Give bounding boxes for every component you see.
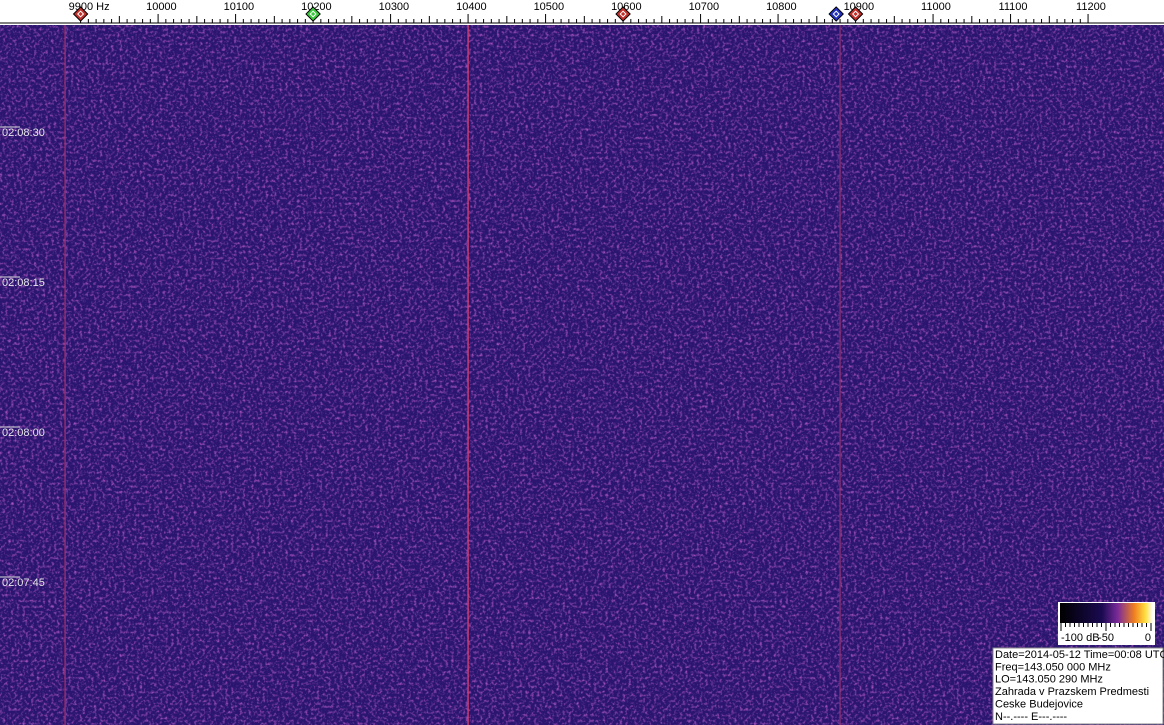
x-tick-label: 11000 [921,1,951,13]
x-tick-label: 10800 [766,1,797,13]
info-line: LO=143.050 290 MHz [995,674,1103,686]
marker-inner [309,10,317,18]
marker-inner [77,10,85,18]
x-tick-label: 10400 [456,1,487,13]
time-label: 02:07:45 [2,577,45,589]
colorbar-label: 0 [1145,632,1151,644]
info-line: Zahrada v Prazskem Predmesti [995,686,1149,698]
x-tick-label: 10000 [146,1,177,13]
info-line: Ceske Budejovice [995,699,1083,711]
marker-inner [832,10,840,18]
frequency-scale [0,0,1164,25]
x-tick-label: 10300 [379,1,410,13]
time-label: 02:08:15 [2,277,45,289]
x-tick-label: 11200 [1076,1,1106,13]
colorbar-label: -100 dB [1061,632,1100,644]
x-tick-label: 10600 [611,1,642,13]
frequency-marker [847,6,864,22]
x-tick-label: 11100 [999,1,1028,13]
time-label: 02:08:00 [2,427,45,439]
info-line: Freq=143.050 000 MHz [995,661,1111,673]
colorbar [1060,603,1153,623]
frequency-marker [305,6,321,22]
info-line: Date=2014-05-12 Time=00:08 UTC [995,649,1164,661]
x-tick-label: 10200 [301,1,332,13]
frequency-marker [828,6,844,22]
frequency-marker [72,6,89,22]
marker-inner [619,10,627,18]
x-tick-label: 10900 [844,1,875,13]
x-tick-label: 10700 [689,1,720,13]
info-box [992,647,1164,725]
x-tick-label: 10100 [224,1,255,13]
x-tick-label: 10500 [534,1,565,13]
frequency-marker [615,6,631,22]
x-tick-label: 9900 Hz [69,1,110,13]
info-line: N--.---- E---.---- [995,711,1067,723]
time-label: 02:08:30 [2,127,45,139]
marker-inner [852,10,860,18]
waterfall-noise [0,25,1164,725]
colorbar-label: -50 [1098,632,1114,644]
